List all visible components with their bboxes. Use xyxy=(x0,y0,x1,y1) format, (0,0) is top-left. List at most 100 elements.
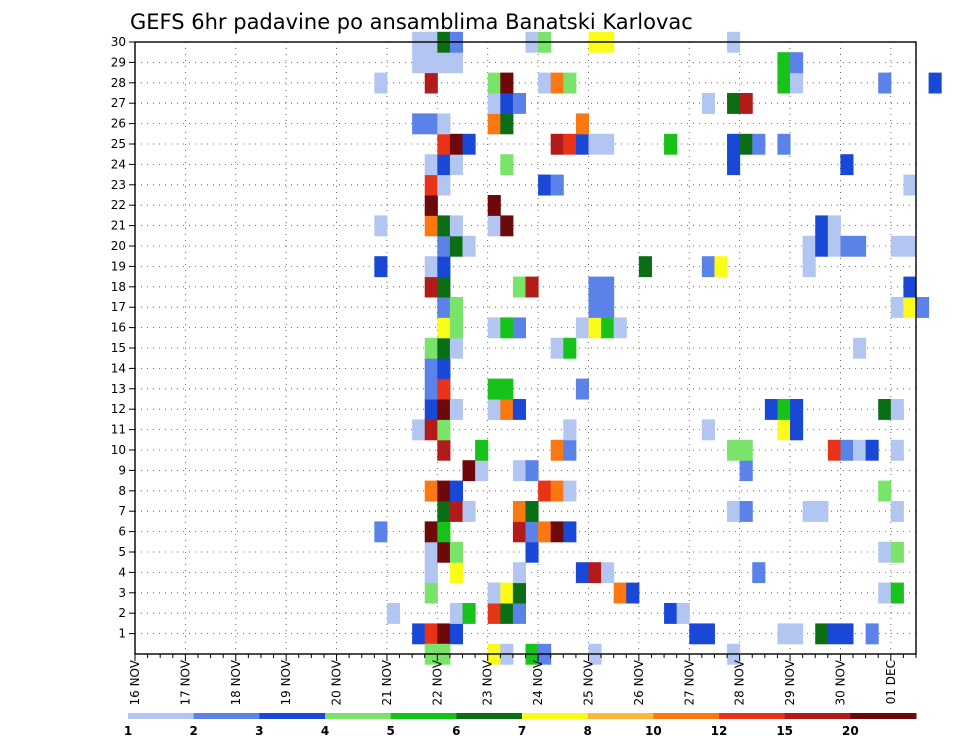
colorbar-legend: 1 2 3 4 5 6 7 8 10 12 15 20 xyxy=(124,713,917,738)
heatmap-cell xyxy=(449,317,464,339)
colorbar-label: 15 xyxy=(776,724,793,738)
heatmap-cell xyxy=(475,439,489,461)
heatmap-cell xyxy=(500,582,514,604)
heatmap-cell xyxy=(815,235,829,257)
heatmap-cell xyxy=(575,113,589,135)
y-tick-label: 4 xyxy=(118,565,126,579)
heatmap-cell xyxy=(437,480,451,502)
heatmap-cell xyxy=(512,276,526,298)
heatmap-cell xyxy=(487,72,501,94)
heatmap-cell xyxy=(727,501,741,522)
heatmap-cell xyxy=(890,399,904,420)
y-tick-label: 24 xyxy=(111,157,126,171)
x-axis-ticks: 16 NOV 17 NOV 18 NOV 19 NOV 20 NOV 21 NOV 22 N… xyxy=(128,654,917,706)
y-tick-label: 16 xyxy=(111,321,126,335)
y-tick-label: 10 xyxy=(111,443,126,457)
heatmap-cell xyxy=(424,399,438,420)
colorbar-swatch xyxy=(390,713,457,719)
x-tick-label: 17 NOV xyxy=(178,659,192,705)
heatmap-cell xyxy=(437,297,451,318)
heatmap-cell xyxy=(487,603,501,624)
colorbar-label: 8 xyxy=(583,724,591,738)
heatmap-cell xyxy=(563,439,577,461)
heatmap-cell xyxy=(475,460,489,482)
heatmap-cell xyxy=(550,439,564,461)
x-tick-label: 19 NOV xyxy=(279,659,293,705)
x-tick-label: 23 NOV xyxy=(481,659,495,705)
heatmap-cell xyxy=(613,317,627,339)
colorbar-swatch xyxy=(784,713,851,719)
heatmap-cell xyxy=(777,52,791,74)
heatmap-cell xyxy=(437,623,451,645)
heatmap-cell xyxy=(437,419,451,441)
heatmap-cell xyxy=(487,399,501,420)
heatmap-cell xyxy=(424,337,438,359)
heatmap-cell xyxy=(512,460,526,482)
x-tick-label: 29 NOV xyxy=(783,659,797,705)
y-tick-label: 6 xyxy=(118,525,126,539)
heatmap-cell xyxy=(790,419,804,441)
heatmap-cell xyxy=(437,235,451,257)
heatmap-cell xyxy=(525,501,539,522)
heatmap-cell xyxy=(890,439,904,461)
heatmap-cell xyxy=(701,419,715,441)
heatmap-cell xyxy=(777,623,804,645)
colorbar-swatch xyxy=(850,713,917,719)
heatmap-cell xyxy=(437,358,451,380)
heatmap-cell xyxy=(689,623,715,645)
heatmap-cell xyxy=(487,582,501,604)
heatmap-cell xyxy=(386,603,401,624)
y-tick-label: 23 xyxy=(111,178,126,192)
heatmap-cell xyxy=(878,582,892,604)
y-tick-label: 19 xyxy=(111,259,126,273)
x-tick-label: 21 NOV xyxy=(380,659,394,705)
heatmap-cell xyxy=(449,235,464,257)
heatmap-cell xyxy=(374,215,388,237)
y-tick-label: 25 xyxy=(111,137,126,151)
x-tick-label: 28 NOV xyxy=(733,659,747,705)
x-tick-label: 25 NOV xyxy=(581,659,595,705)
heatmap-cell xyxy=(752,133,766,155)
heatmap-cell xyxy=(790,72,804,94)
heatmap-cell xyxy=(588,276,615,298)
heatmap-cell xyxy=(525,460,539,482)
heatmap-cell xyxy=(449,501,464,522)
heatmap-cell xyxy=(412,113,438,135)
heatmap-cell xyxy=(827,439,841,461)
heatmap-cell xyxy=(601,562,615,584)
colorbar-label: 4 xyxy=(321,724,329,738)
heatmap-cell xyxy=(701,256,715,278)
heatmap-cell xyxy=(487,113,501,135)
heatmap-cell xyxy=(487,317,501,339)
heatmap-cell xyxy=(890,541,904,563)
heatmap-cell xyxy=(563,480,577,502)
heatmap-cell xyxy=(739,460,753,482)
heatmap-cell xyxy=(449,337,464,359)
heatmap-cell xyxy=(714,256,728,278)
heatmap-cell xyxy=(437,378,451,400)
heatmap-cell xyxy=(424,358,438,380)
heatmap-cell xyxy=(462,603,476,624)
heatmap-cell xyxy=(865,623,879,645)
heatmap-cell xyxy=(588,297,615,318)
colorbar-swatch xyxy=(719,713,786,719)
y-tick-label: 12 xyxy=(111,402,126,416)
heatmap-cell xyxy=(512,521,526,543)
y-tick-label: 13 xyxy=(111,382,126,396)
heatmap-cell xyxy=(727,439,753,461)
heatmap-cell xyxy=(512,399,526,420)
heatmap-cell xyxy=(550,72,564,94)
heatmap-cell xyxy=(424,419,438,441)
heatmap-cell xyxy=(500,603,514,624)
heatmap-cells xyxy=(374,31,942,665)
heatmap-cell xyxy=(437,541,451,563)
heatmap-cell xyxy=(449,541,464,563)
heatmap-cell xyxy=(664,133,678,155)
heatmap-cell xyxy=(550,337,564,359)
heatmap-cell xyxy=(424,562,438,584)
chart-title: GEFS 6hr padavine po ansamblima Banatski… xyxy=(130,10,693,34)
y-tick-label: 30 xyxy=(111,35,126,49)
heatmap-cell xyxy=(525,276,539,298)
heatmap-cell xyxy=(437,154,451,176)
heatmap-cell xyxy=(538,174,552,196)
